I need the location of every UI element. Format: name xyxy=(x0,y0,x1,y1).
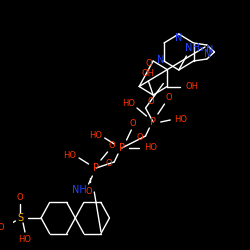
Text: O: O xyxy=(108,142,115,150)
Text: N: N xyxy=(158,55,165,65)
Text: O: O xyxy=(145,58,152,68)
Text: N: N xyxy=(206,45,214,55)
Text: HO: HO xyxy=(122,100,135,108)
Text: N: N xyxy=(175,33,182,43)
Text: HO: HO xyxy=(144,144,157,152)
Text: S: S xyxy=(17,213,23,223)
Text: NH₂: NH₂ xyxy=(185,43,203,53)
Text: HO: HO xyxy=(63,150,76,160)
Text: N: N xyxy=(204,49,212,59)
Text: O: O xyxy=(130,118,136,128)
Text: NH: NH xyxy=(72,185,86,195)
Text: O: O xyxy=(136,134,143,142)
Text: OH: OH xyxy=(142,68,155,78)
Text: OH: OH xyxy=(185,82,198,91)
Text: HO: HO xyxy=(174,116,187,124)
Text: O: O xyxy=(105,160,112,168)
Text: O: O xyxy=(17,194,24,202)
Text: P: P xyxy=(150,117,156,127)
Text: O: O xyxy=(85,188,92,196)
Text: P: P xyxy=(119,143,125,153)
Text: P: P xyxy=(93,163,99,173)
Text: HO: HO xyxy=(89,130,102,140)
Text: O: O xyxy=(148,98,154,106)
Text: O: O xyxy=(165,94,172,102)
Text: HO: HO xyxy=(18,236,32,244)
Text: O: O xyxy=(0,224,4,232)
